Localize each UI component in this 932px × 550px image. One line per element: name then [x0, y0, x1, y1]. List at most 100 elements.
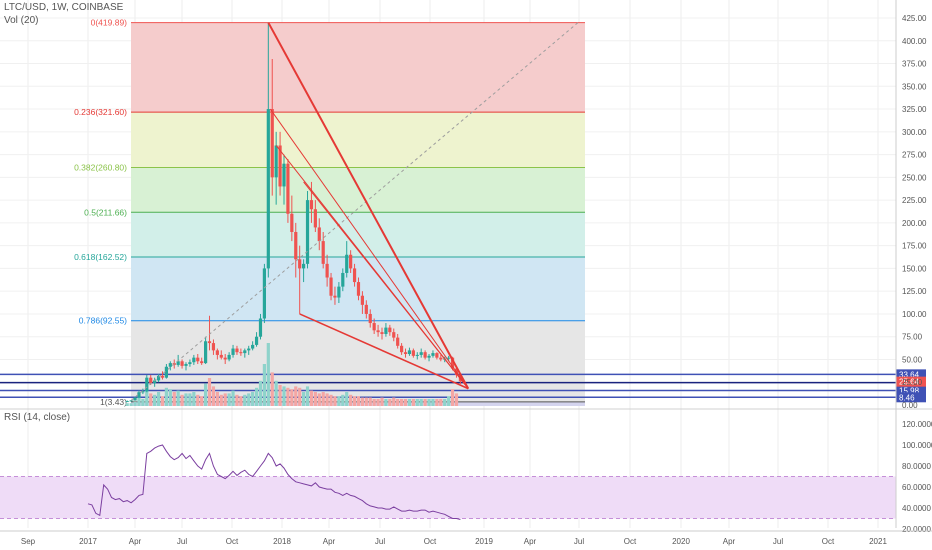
fib-zone: [131, 112, 585, 168]
volume-bar: [356, 396, 361, 406]
candle-body: [184, 364, 188, 366]
candle-body: [349, 254, 353, 269]
wedge-line: [303, 181, 469, 389]
candle-body: [149, 377, 153, 384]
x-tick-label: 2017: [79, 537, 97, 546]
volume-bar: [376, 399, 380, 406]
x-tick-label: 2020: [672, 537, 690, 546]
candle-body: [204, 341, 208, 364]
candle-body: [321, 241, 325, 264]
volume-bar: [282, 386, 286, 406]
trend-line: [130, 22, 579, 401]
fib-level-label: 0.5(211.66): [84, 207, 127, 217]
candle-body: [215, 350, 219, 355]
fib-level-label: 0.618(162.52): [74, 252, 127, 262]
volume-bar: [172, 392, 176, 406]
volume-bar: [388, 399, 392, 406]
candle-body: [262, 268, 266, 319]
volume-bar: [392, 397, 396, 406]
y-tick-label: 400.00: [902, 37, 927, 46]
volume-bar: [325, 393, 329, 406]
candle-body: [251, 344, 255, 349]
candle-body: [341, 272, 345, 287]
volume-bar: [286, 387, 290, 406]
horizontal-level-tag: [896, 385, 926, 396]
y-tick-label: 25.00: [902, 378, 923, 387]
y-tick-label: 250.00: [902, 173, 927, 182]
candle-body: [419, 352, 423, 355]
candle-body: [164, 366, 168, 378]
x-tick-label: 2018: [273, 537, 291, 546]
fib-level-label: 0(419.89): [91, 18, 128, 28]
candle-body: [427, 355, 431, 358]
symbol-label: LTC/USD, 1W, COINBASE: [4, 2, 124, 13]
candle-body: [384, 327, 388, 334]
fib-zone: [131, 22, 585, 113]
volume-bar: [153, 394, 157, 406]
volume-bar: [168, 389, 172, 406]
volume-bar: [239, 396, 243, 406]
candle-body: [423, 352, 427, 358]
volume-bar: [180, 394, 184, 406]
candle-body: [356, 282, 361, 296]
rsi-band: [0, 476, 896, 519]
candle-body: [329, 277, 333, 296]
wedge-line: [299, 313, 469, 390]
volume-bar: [415, 399, 419, 406]
volume-bar: [164, 387, 168, 406]
volume-bar: [278, 385, 282, 406]
candle-body: [372, 323, 376, 331]
volume-bar: [439, 399, 443, 406]
last-price-value: 25.64: [899, 378, 920, 387]
volume-bar: [290, 389, 294, 406]
volume-bar: [231, 390, 235, 406]
volume-bar: [219, 394, 223, 406]
rsi-indicator-label: RSI (14, close): [4, 412, 71, 423]
candle-body: [243, 350, 247, 354]
horizontal-level-tag: [896, 392, 926, 403]
volume-bar: [200, 396, 204, 406]
x-tick-label: Oct: [424, 537, 437, 546]
y-tick-label: 350.00: [902, 82, 927, 91]
volume-bar: [360, 397, 364, 406]
last-price-tag: [896, 376, 926, 387]
x-tick-label: Jul: [177, 537, 187, 546]
rsi-y-tick-label: 120.0000: [902, 420, 932, 429]
volume-bar: [204, 383, 208, 406]
volume-bar: [129, 403, 133, 406]
volume-bar: [243, 394, 247, 406]
y-tick-label: 150.00: [902, 264, 927, 273]
volume-bar: [349, 394, 353, 406]
rsi-y-tick-label: 60.0000: [902, 483, 931, 492]
volume-bar: [400, 399, 404, 406]
volume-bars: [125, 343, 459, 406]
candle-body: [407, 350, 412, 355]
candle-body: [282, 163, 286, 187]
y-tick-label: 325.00: [902, 105, 927, 114]
volume-bar: [302, 392, 306, 406]
x-tick-label: Jul: [375, 537, 385, 546]
volume-bar: [141, 399, 145, 406]
volume-bar: [262, 364, 266, 406]
volume-bar: [309, 390, 314, 406]
volume-bar: [372, 399, 376, 406]
fib-zone: [131, 167, 585, 213]
volume-bar: [160, 396, 165, 406]
volume-bar: [258, 380, 263, 406]
volume-bar: [266, 343, 270, 406]
candle-body: [176, 361, 180, 365]
x-tick-label: Apr: [723, 537, 736, 546]
candle-body: [431, 353, 435, 356]
candle-body: [352, 268, 357, 283]
candle-body: [376, 330, 380, 333]
volume-bar: [435, 399, 439, 406]
candle-body: [364, 304, 368, 314]
drawings[interactable]: [130, 22, 579, 401]
volume-bar: [247, 393, 251, 406]
volume-bar: [298, 387, 302, 406]
volume-bar: [364, 397, 368, 406]
volume-bar: [254, 387, 259, 406]
volume-bar: [352, 396, 357, 406]
fib-level-label: 0.236(321.60): [74, 107, 127, 117]
